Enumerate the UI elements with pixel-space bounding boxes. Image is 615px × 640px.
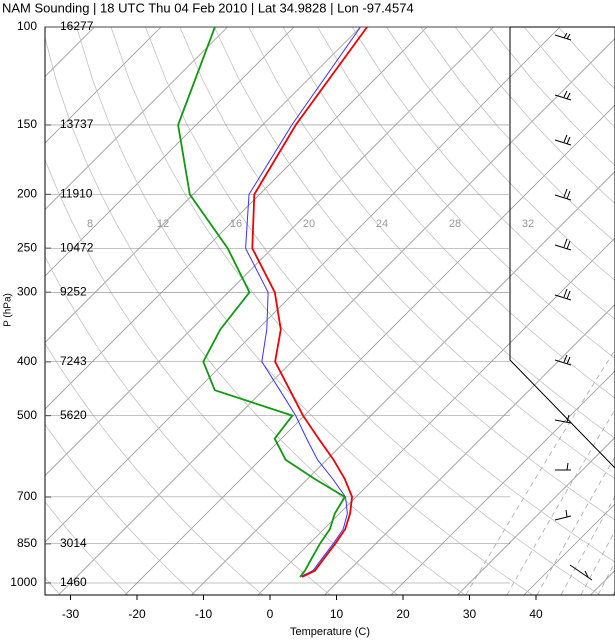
mixing-ratio-line xyxy=(506,408,615,595)
dry-adiabat xyxy=(76,27,533,595)
x-axis-label: Temperature (C) xyxy=(290,626,370,638)
isotherm xyxy=(124,104,615,595)
mixing-ratio-label: 32 xyxy=(522,218,534,230)
y-tick-label: 200 xyxy=(17,187,37,201)
dry-adiabat xyxy=(523,27,615,128)
dry-adiabat xyxy=(110,27,600,595)
mixing-ratio-label: 24 xyxy=(376,218,388,230)
isotherm xyxy=(45,27,95,78)
isotherm xyxy=(523,503,615,595)
dry-adiabat xyxy=(179,27,615,521)
y-tick-label: 150 xyxy=(17,117,37,131)
x-tick-label: 0 xyxy=(267,607,274,621)
y-tick-label: 100 xyxy=(17,19,37,33)
plot-frame xyxy=(44,26,615,596)
dry-adiabat xyxy=(454,27,615,204)
isotherm xyxy=(45,27,494,477)
y-tick-label: 400 xyxy=(17,354,37,368)
isotherm xyxy=(45,27,428,410)
background-lines xyxy=(45,27,615,595)
dry-adiabat xyxy=(213,27,615,480)
isotherm xyxy=(590,569,615,595)
isotherm xyxy=(45,27,228,211)
height-label: 16277 xyxy=(60,19,94,33)
mixing-ratio-label: 12 xyxy=(157,218,169,230)
x-tick-label: -10 xyxy=(195,607,213,621)
x-tick-label: 20 xyxy=(396,607,410,621)
dry-adiabat xyxy=(45,342,263,595)
dry-adiabat xyxy=(282,27,615,399)
y-tick-label: 700 xyxy=(17,489,37,503)
mixing-ratio-line xyxy=(536,455,615,595)
dry-adiabat xyxy=(145,27,615,563)
isotherm xyxy=(390,370,615,595)
isotherm xyxy=(45,27,295,277)
dry-adiabat xyxy=(351,27,615,320)
height-label: 11910 xyxy=(60,187,93,201)
isotherm xyxy=(45,27,361,344)
dry-adiabat xyxy=(45,501,128,595)
dry-adiabat xyxy=(45,255,331,595)
mixing-ratio-line xyxy=(597,561,615,595)
dry-adiabat xyxy=(248,27,615,439)
dry-adiabat xyxy=(317,27,615,359)
mixing-ratio-line xyxy=(465,349,615,595)
y-tick-label: 1000 xyxy=(10,575,37,589)
height-label: 5620 xyxy=(60,408,87,422)
mixing-ratio-label: 8 xyxy=(87,218,93,230)
y-tick-label: 500 xyxy=(17,408,37,422)
dry-adiabat xyxy=(45,423,196,595)
dry-adiabat xyxy=(45,36,466,595)
x-tick-label: 40 xyxy=(529,607,543,621)
y-tick-label: 300 xyxy=(17,284,37,298)
mixing-ratio-label: 16 xyxy=(230,218,242,230)
x-tick-label: 30 xyxy=(463,607,477,621)
wind-panel-outline xyxy=(509,27,615,469)
isotherm xyxy=(45,27,162,144)
profile-line xyxy=(245,27,361,578)
y-tick-label: 250 xyxy=(17,240,37,254)
height-label: 9252 xyxy=(60,284,87,298)
height-label: 1460 xyxy=(60,575,87,589)
isotherm xyxy=(457,436,615,595)
isotherm xyxy=(191,170,615,595)
height-label: 10472 xyxy=(60,240,94,254)
x-tick-label: 10 xyxy=(330,607,344,621)
height-label: 7243 xyxy=(60,354,87,368)
height-label: 3014 xyxy=(60,536,87,550)
dry-adiabat xyxy=(386,27,615,281)
y-axis-label: P (hPa) xyxy=(3,293,14,327)
mixing-ratio-label: 20 xyxy=(303,218,315,230)
x-tick-label: -30 xyxy=(62,607,80,621)
height-label: 13737 xyxy=(60,117,94,131)
dry-adiabat xyxy=(45,158,398,595)
dry-adiabat xyxy=(420,27,615,243)
y-tick-label: 850 xyxy=(17,536,37,550)
profile-line xyxy=(177,27,347,578)
mixing-ratio-line xyxy=(580,530,615,595)
profile-line xyxy=(251,27,368,578)
dry-adiabat xyxy=(558,27,615,90)
chart-title: NAM Sounding | 18 UTC Thu 04 Feb 2010 | … xyxy=(2,0,414,15)
isotherm xyxy=(257,237,615,595)
isotherm xyxy=(45,27,561,543)
x-tick-label: -20 xyxy=(128,607,146,621)
isotherm xyxy=(324,303,615,595)
wind-barbs xyxy=(554,32,593,581)
mixing-ratio-label: 28 xyxy=(449,218,461,230)
mixing-ratio-line xyxy=(560,495,615,595)
